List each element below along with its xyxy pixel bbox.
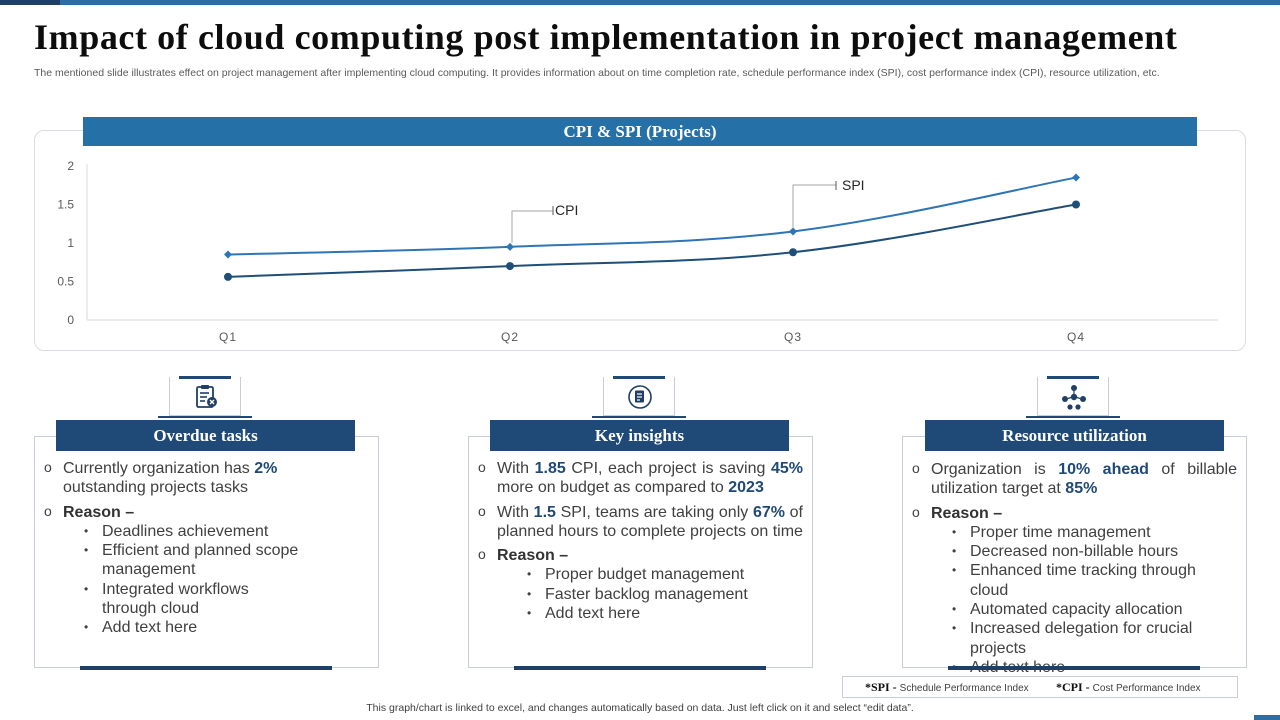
network-icon xyxy=(1062,385,1086,410)
overdue-tasks-content: Currently organization has 2% outstandin… xyxy=(44,458,306,643)
clipboard-icon xyxy=(196,385,217,408)
y-tick-label: 2 xyxy=(67,159,74,173)
slide-subtitle: The mentioned slide illustrates effect o… xyxy=(34,67,1160,79)
cpi-callout-line xyxy=(511,210,553,243)
insights-icon-box xyxy=(592,376,686,418)
bullet-item: Deadlines achievement xyxy=(82,522,306,542)
legend-cpi: *CPI - Cost Performance Index xyxy=(1056,680,1201,694)
resource-utilization-heading: Resource utilization xyxy=(925,420,1224,451)
bullet-item: Add text here xyxy=(525,604,803,624)
data-point-cpi xyxy=(506,262,514,271)
spi-callout-line xyxy=(792,184,836,228)
reason-item: Reason – Proper budget management Faster… xyxy=(478,545,803,624)
reason-item: Reason – Proper time management Decrease… xyxy=(912,503,1237,678)
bullet-item: Enhanced time tracking through cloud xyxy=(950,561,1237,600)
data-point-cpi xyxy=(224,272,232,281)
bullet-item: Proper time management xyxy=(950,523,1237,543)
reason-item: Reason – Deadlines achievement Efficient… xyxy=(44,502,306,638)
bullet-item: Faster backlog management xyxy=(525,585,803,605)
footnote: This graph/chart is linked to excel, and… xyxy=(366,702,914,714)
bullet-item: Efficient and planned scope management xyxy=(82,541,306,580)
series-line-spi xyxy=(227,176,1077,256)
list-item: With 1.85 CPI, each project is saving 45… xyxy=(478,458,803,498)
series-line-cpi xyxy=(227,203,1077,278)
y-tick-label: 1 xyxy=(67,236,74,250)
document-icon xyxy=(628,385,652,409)
bullet-item: Increased delegation for crucial project… xyxy=(950,619,1237,658)
bullet-item: Automated capacity allocation xyxy=(950,600,1237,620)
bullet-item: Decreased non-billable hours xyxy=(950,542,1237,562)
overdue-panel-footer xyxy=(80,666,332,670)
key-insights-content: With 1.85 CPI, each project is saving 45… xyxy=(478,458,803,628)
list-item: With 1.5 SPI, teams are taking only 67% … xyxy=(478,502,803,542)
data-point-spi xyxy=(789,227,797,236)
data-point-spi xyxy=(1072,173,1080,182)
bottom-accent-bar xyxy=(1254,715,1280,720)
x-tick-label: Q4 xyxy=(1067,330,1085,344)
chart-title: CPI & SPI (Projects) xyxy=(83,117,1197,146)
data-point-cpi xyxy=(789,248,797,257)
x-tick-label: Q2 xyxy=(501,330,519,344)
key-insights-heading: Key insights xyxy=(490,420,789,451)
y-tick-label: 0.5 xyxy=(57,275,74,289)
resource-panel-footer xyxy=(948,666,1200,670)
legend-spi: *SPI - Schedule Performance Index xyxy=(865,680,1029,694)
top-accent-bar xyxy=(0,0,1280,5)
data-point-spi xyxy=(224,250,232,259)
bullet-item: Proper budget management xyxy=(525,565,803,585)
bullet-item: Add text here xyxy=(82,618,306,638)
line-chart[interactable]: 0 0.5 1 1.5 2 Q1 Q2 Q3 Q4 SPI CPI xyxy=(0,0,1280,360)
overdue-tasks-heading: Overdue tasks xyxy=(56,420,355,451)
insights-panel-footer xyxy=(514,666,766,670)
x-tick-label: Q1 xyxy=(219,330,237,344)
data-point-cpi xyxy=(1072,200,1080,209)
series-label-spi: SPI xyxy=(842,177,865,193)
top-accent-bar-dark xyxy=(0,0,60,5)
overdue-icon-box xyxy=(158,376,252,418)
y-tick-label: 1.5 xyxy=(57,198,74,212)
list-item: Organization is 10% ahead of billable ut… xyxy=(912,459,1237,499)
bullet-item: Integrated workflows through cloud xyxy=(82,580,306,619)
y-tick-label: 0 xyxy=(67,313,74,327)
abbreviation-legend: *SPI - Schedule Performance Index *CPI -… xyxy=(842,676,1238,698)
list-item: Currently organization has 2% outstandin… xyxy=(44,458,306,498)
x-tick-label: Q3 xyxy=(784,330,802,344)
series-label-cpi: CPI xyxy=(555,202,578,218)
resource-utilization-content: Organization is 10% ahead of billable ut… xyxy=(912,459,1237,682)
resource-icon-box xyxy=(1026,376,1120,418)
data-point-spi xyxy=(506,242,514,251)
slide-title: Impact of cloud computing post implement… xyxy=(34,17,1178,57)
